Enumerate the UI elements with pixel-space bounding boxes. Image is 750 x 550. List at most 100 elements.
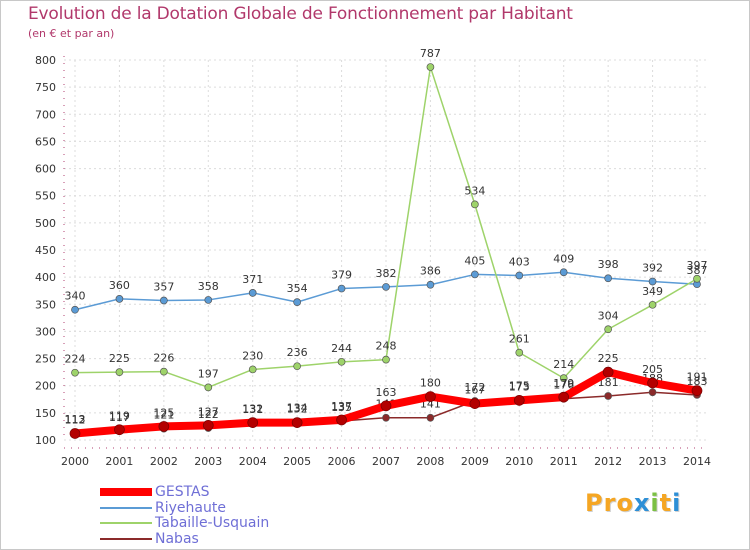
data-label-gestas: 167 <box>464 384 485 397</box>
data-label-tabaille-usquain: 197 <box>198 367 219 380</box>
x-tick-label: 2010 <box>505 455 533 468</box>
data-point-gestas <box>291 417 303 428</box>
data-point-tabaille-usquain <box>160 367 168 376</box>
data-point-tabaille-usquain <box>693 274 701 283</box>
data-point-gestas <box>647 377 658 389</box>
data-label-nabas: 121 <box>153 409 174 422</box>
data-label-tabaille-usquain: 787 <box>420 47 441 60</box>
data-point-gestas <box>425 391 436 402</box>
data-label-gestas: 163 <box>376 386 397 399</box>
data-label-riyehaute: 379 <box>331 269 352 282</box>
data-point-tabaille-usquain <box>648 300 657 309</box>
data-point-riyehaute <box>71 305 79 314</box>
data-point-gestas <box>691 385 703 396</box>
data-point-tabaille-usquain <box>515 348 524 357</box>
x-tick-label: 2011 <box>550 455 578 468</box>
legend-label-tabaille-usquain: Tabaille-Usquain <box>155 515 270 531</box>
data-label-tabaille-usquain: 225 <box>109 352 130 365</box>
y-tick-label: 250 <box>35 353 56 366</box>
data-label-gestas: 173 <box>509 380 530 393</box>
data-label-nabas: 131 <box>242 403 263 416</box>
data-label-nabas: 172 <box>464 381 485 394</box>
data-point-nabas <box>604 392 612 400</box>
data-label-riyehaute: 358 <box>198 280 219 293</box>
data-point-gestas <box>247 417 259 428</box>
data-point-nabas <box>382 413 390 422</box>
x-tick-label: 2006 <box>328 455 356 468</box>
data-point-riyehaute <box>471 270 479 279</box>
data-point-riyehaute <box>382 283 390 291</box>
data-label-gestas: 137 <box>331 400 352 413</box>
data-label-tabaille-usquain: 304 <box>598 309 619 322</box>
logo-letter: P <box>585 489 604 517</box>
data-point-riyehaute <box>160 296 168 305</box>
data-label-gestas: 119 <box>109 410 130 423</box>
data-label-tabaille-usquain: 230 <box>242 349 263 362</box>
x-tick-label: 2003 <box>194 455 222 468</box>
data-point-gestas <box>336 414 347 426</box>
line-chart: 100 150 200 250 300 350 400 450 500 550 600 650 700 7… <box>35 47 711 468</box>
data-label-riyehaute: 354 <box>287 282 308 295</box>
data-point-tabaille-usquain <box>337 357 346 366</box>
data-label-tabaille-usquain: 236 <box>287 346 308 359</box>
data-point-tabaille-usquain <box>471 200 479 209</box>
data-point-gestas <box>602 366 614 378</box>
data-label-nabas: 122 <box>198 408 219 421</box>
data-point-tabaille-usquain <box>204 383 213 392</box>
y-tick-label: 150 <box>35 407 56 420</box>
legend-swatch-nabas <box>100 538 152 540</box>
data-label-gestas: 127 <box>198 405 219 418</box>
legend-label-riyehaute: Riyehaute <box>155 500 226 516</box>
x-tick-label: 2014 <box>683 455 711 468</box>
data-label-riyehaute: 387 <box>687 264 708 277</box>
y-tick-label: 750 <box>35 81 56 94</box>
data-label-tabaille-usquain: 248 <box>376 340 397 353</box>
data-point-riyehaute <box>204 296 213 304</box>
legend-swatch-gestas <box>100 488 152 496</box>
data-point-gestas <box>469 398 481 409</box>
data-label-gestas: 205 <box>642 363 663 376</box>
y-tick-label: 500 <box>35 217 56 230</box>
data-point-tabaille-usquain <box>248 365 257 374</box>
legend-swatch-tabaille-usquain <box>100 522 152 524</box>
data-point-gestas <box>114 424 125 436</box>
data-label-nabas: 175 <box>509 379 530 392</box>
data-point-tabaille-usquain <box>293 362 301 371</box>
data-label-riyehaute: 398 <box>598 258 619 271</box>
logo-letter: i <box>672 489 682 517</box>
data-label-nabas: 135 <box>331 401 352 414</box>
data-point-gestas <box>202 419 214 431</box>
chart-subtitle: (en € et par an) <box>28 27 115 40</box>
data-point-riyehaute <box>648 277 657 286</box>
data-label-nabas: 113 <box>65 413 86 426</box>
legend-swatch-riyehaute <box>100 507 152 509</box>
logo-letter: i <box>650 489 660 517</box>
data-label-riyehaute: 340 <box>65 290 86 303</box>
y-tick-label: 400 <box>35 271 56 284</box>
y-tick-label: 200 <box>35 380 56 393</box>
y-tick-label: 650 <box>35 135 56 148</box>
data-point-tabaille-usquain <box>382 355 390 364</box>
data-label-gestas: 179 <box>553 377 574 390</box>
data-label-tabaille-usquain: 224 <box>65 353 86 366</box>
data-label-gestas: 180 <box>420 377 441 390</box>
data-point-riyehaute <box>115 295 124 303</box>
data-label-tabaille-usquain: 226 <box>153 352 174 365</box>
logo-letter: r <box>603 489 617 517</box>
chart-title: Evolution de la Dotation Globale de Fonc… <box>28 4 573 24</box>
data-label-tabaille-usquain: 397 <box>687 259 708 272</box>
data-label-nabas: 183 <box>687 375 708 388</box>
legend-label-gestas: GESTAS <box>155 484 210 500</box>
data-label-riyehaute: 360 <box>109 279 130 292</box>
data-label-riyehaute: 403 <box>509 256 530 269</box>
y-tick-label: 100 <box>35 434 56 447</box>
data-point-gestas <box>513 395 525 406</box>
data-label-gestas: 132 <box>287 403 308 416</box>
data-label-nabas: 134 <box>287 402 308 415</box>
x-tick-label: 2005 <box>283 455 311 468</box>
data-label-gestas: 125 <box>153 406 174 419</box>
data-label-riyehaute: 405 <box>464 254 485 267</box>
logo-letter: o <box>616 489 634 517</box>
data-label-tabaille-usquain: 214 <box>553 358 574 371</box>
